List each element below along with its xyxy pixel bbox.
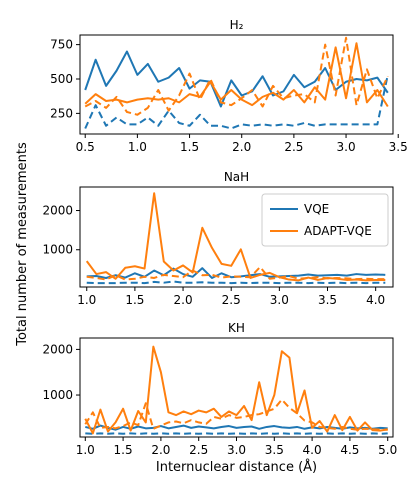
x-tick-label: 1.0 [76,443,95,457]
y-axis-label: Total number of measurements [15,142,30,347]
x-tick-label: 2.0 [174,293,193,307]
x-tick-label: 5.0 [378,443,397,457]
y-tick-label: 2000 [42,342,73,356]
plot-area: 1.0 1.5 2.0 2.5 3.0 3.5 4.0 4.5 5.0 1000 2000 [42,337,397,457]
x-tick-label: 2.5 [284,140,303,154]
y-tick-label: 500 [50,72,73,86]
x-tick-label: 1.5 [180,140,199,154]
y-tick-label: 250 [50,106,73,120]
x-tick-label: 4.5 [340,443,359,457]
x-tick-label: 4.0 [303,443,322,457]
series-line-adapt-vqe-dashed [84,398,388,431]
x-tick-label: 2.5 [222,293,241,307]
y-tick-label: 750 [50,38,73,52]
x-tick-label: 1.5 [114,443,133,457]
x-tick-label: 3.0 [227,443,246,457]
series-line-vqe-solid [85,424,388,431]
x-tick-label: 4.0 [366,293,385,307]
legend-label-adapt-vqe: ADAPT-VQE [304,224,372,238]
x-tick-label: 0.5 [76,140,95,154]
series-line-adapt-vqe-dashed [84,36,389,116]
plot-area: 0.5 1.0 1.5 2.0 2.5 3.0 3.5 250 500 750 [50,34,408,154]
panel-title: KH [228,321,245,335]
x-tick-label: 3.0 [337,140,356,154]
x-tick-label: 3.5 [389,140,408,154]
x-axis-label: Internuclear distance (Å) [156,459,317,475]
panel-h2: H₂ 0.5 1.0 1.5 2.0 2.5 3.0 3.5 250 500 750 [50,18,408,154]
series-line-vqe-solid [84,50,389,108]
x-tick-label: 2.0 [151,443,170,457]
y-tick-label: 1000 [42,243,73,257]
series-line-adapt-vqe-dashed [86,266,386,281]
x-tick-label: 3.0 [270,293,289,307]
series-line-vqe-dashed [86,280,386,285]
y-tick-label: 1000 [42,388,73,402]
panel-nah: NaH 1.0 1.5 2.0 2.5 3.0 3.5 4.0 1000 2000 [42,170,394,307]
legend-label-vqe: VQE [304,202,329,216]
x-tick-label: 2.0 [232,140,251,154]
panel-title: NaH [224,170,249,184]
axes-frame [79,34,394,135]
x-tick-label: 1.0 [77,293,96,307]
x-tick-label: 1.0 [128,140,147,154]
panel-title: H₂ [230,18,244,32]
plot-area: 1.0 1.5 2.0 2.5 3.0 3.5 4.0 1000 2000 [42,186,394,307]
series-line-vqe-dashed [84,74,389,130]
axes-frame [79,186,394,288]
legend: VQE ADAPT-VQE [261,193,389,247]
y-tick-label: 2000 [42,204,73,218]
x-tick-label: 3.5 [265,443,284,457]
panel-kh: KH 1.0 1.5 2.0 2.5 3.0 3.5 4.0 4.5 5.0 1000 2000 [42,321,397,457]
x-tick-label: 3.5 [318,293,337,307]
legend-frame [261,193,389,247]
series-line-adapt-vqe-solid [84,42,389,108]
x-tick-label: 2.5 [189,443,208,457]
series-line-adapt-vqe-solid [84,345,388,435]
x-tick-label: 1.5 [125,293,144,307]
